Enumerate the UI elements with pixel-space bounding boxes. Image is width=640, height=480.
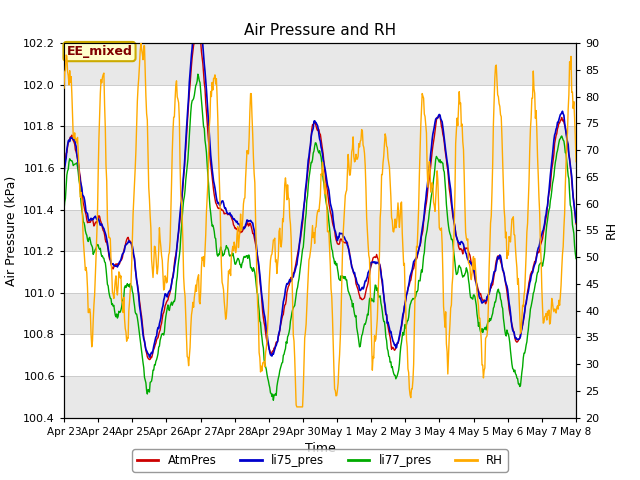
Text: EE_mixed: EE_mixed [67, 45, 132, 58]
Y-axis label: Air Pressure (kPa): Air Pressure (kPa) [4, 175, 17, 286]
X-axis label: Time: Time [305, 442, 335, 455]
Bar [64, 210, 576, 251]
Bar [64, 335, 576, 376]
Bar [64, 85, 576, 126]
Bar [64, 126, 576, 168]
Legend: AtmPres, li75_pres, li77_pres, RH: AtmPres, li75_pres, li77_pres, RH [132, 449, 508, 472]
Bar [64, 293, 576, 335]
Bar [64, 168, 576, 210]
Title: Air Pressure and RH: Air Pressure and RH [244, 23, 396, 38]
Bar [64, 251, 576, 293]
Bar [64, 376, 576, 418]
Bar [64, 43, 576, 85]
Y-axis label: RH: RH [605, 221, 618, 240]
